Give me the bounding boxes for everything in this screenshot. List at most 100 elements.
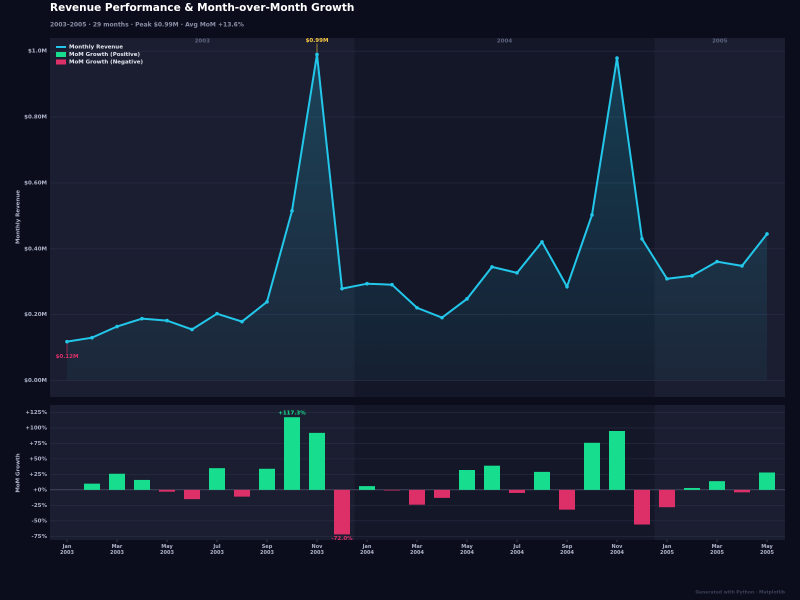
y-tick-label: +0%: [33, 487, 47, 493]
bar: [284, 417, 300, 490]
marker: [665, 276, 669, 281]
marker: [190, 327, 194, 332]
marker: [765, 232, 769, 236]
x-tick-label: Mar 2003: [110, 544, 124, 556]
marker: [265, 300, 269, 304]
footer: Generated with Python · Matplotlib: [695, 590, 785, 596]
bar: [409, 489, 425, 505]
bar: [684, 487, 700, 490]
marker: [365, 281, 369, 286]
bar: [734, 489, 750, 493]
bar: [134, 479, 150, 490]
marker: [640, 237, 644, 241]
y-tick-label: $0.20M: [24, 312, 47, 318]
x-tick-label: Sep 2004: [560, 544, 574, 556]
bar: [559, 489, 575, 510]
bar: [484, 465, 500, 490]
x-tick-label: Nov 2003: [310, 544, 324, 556]
bar: [509, 489, 525, 493]
legend-label: MoM Growth (Positive): [69, 52, 140, 58]
marker: [740, 264, 744, 268]
y-tick-label: -75%: [32, 534, 48, 540]
year-label: 2003: [195, 39, 210, 45]
marker: [415, 305, 419, 310]
x-tick-label: Jul 2003: [210, 544, 224, 556]
bar: [384, 489, 400, 491]
x-tick-label: Jan 2004: [360, 544, 374, 556]
marker: [690, 273, 694, 278]
x-tick-label: Jul 2004: [510, 544, 524, 556]
x-tick-label: May 2005: [760, 544, 774, 556]
value-label: -72.0%: [331, 536, 353, 542]
y-tick-label: $0.60M: [24, 180, 47, 186]
bar: [709, 481, 725, 490]
marker: [290, 209, 294, 213]
x-tick-label: May 2003: [160, 544, 174, 556]
bar: [359, 486, 375, 490]
year-band: [50, 405, 355, 540]
bar: [159, 489, 175, 492]
bar: [534, 471, 550, 490]
y-tick-label: +25%: [29, 472, 47, 478]
marker: [165, 318, 169, 323]
marker: [615, 56, 619, 60]
marker: [440, 315, 444, 320]
bar: [584, 442, 600, 490]
x-tick-label: Jan 2003: [60, 544, 74, 556]
bar: [209, 468, 225, 490]
bar: [459, 470, 475, 490]
y-tick-label: +50%: [29, 456, 47, 462]
marker: [115, 324, 119, 329]
legend-label: MoM Growth (Negative): [69, 60, 144, 66]
x-tick-label: Mar 2004: [410, 544, 424, 556]
y-tick-label: +125%: [25, 410, 47, 416]
marker: [515, 271, 519, 275]
bar: [609, 431, 625, 490]
bar: [109, 473, 125, 490]
value-label: $0.12M: [56, 354, 79, 360]
bar: [334, 489, 350, 535]
legend-swatch: [56, 59, 66, 65]
marker: [590, 213, 594, 217]
marker: [490, 265, 494, 269]
bar: [434, 489, 450, 498]
y-tick-label: -25%: [32, 503, 48, 509]
value-label: $0.99M: [306, 38, 329, 44]
y-axis-label: MoM Growth: [16, 453, 22, 492]
y-axis-label: Monthly Revenue: [16, 190, 22, 244]
bar: [309, 432, 325, 490]
y-tick-label: +75%: [29, 441, 47, 447]
marker: [140, 316, 144, 321]
bar: [234, 489, 250, 497]
marker: [65, 339, 69, 344]
marker: [90, 335, 94, 340]
y-tick-label: +100%: [25, 425, 47, 431]
marker: [215, 311, 219, 316]
year-label: 2005: [712, 39, 727, 45]
bar: [759, 472, 775, 490]
chart-title: Revenue Performance & Month-over-Month G…: [50, 2, 354, 14]
x-tick-label: Nov 2004: [610, 544, 624, 556]
y-tick-label: $0.80M: [24, 115, 47, 121]
x-tick-label: Mar 2005: [710, 544, 724, 556]
y-tick-label: $0.00M: [24, 378, 47, 384]
x-tick-label: Sep 2003: [260, 544, 274, 556]
year-label: 2004: [497, 39, 512, 45]
y-tick-label: $0.40M: [24, 246, 47, 252]
legend-label: Monthly Revenue: [69, 45, 123, 51]
bar: [84, 483, 100, 490]
bar: [659, 489, 675, 508]
y-tick-label: $1.0M: [28, 49, 47, 55]
marker: [540, 240, 544, 244]
legend-swatch: [56, 52, 66, 57]
marker: [315, 52, 319, 57]
y-tick-label: -50%: [32, 518, 48, 524]
bar: [259, 468, 275, 490]
marker: [565, 284, 569, 289]
subtitle: 2003–2005 · 29 months · Peak $0.99M · Av…: [50, 22, 244, 29]
marker: [715, 259, 719, 264]
x-tick-label: May 2004: [460, 544, 474, 556]
marker: [390, 282, 394, 287]
value-label: +117.3%: [278, 411, 306, 417]
